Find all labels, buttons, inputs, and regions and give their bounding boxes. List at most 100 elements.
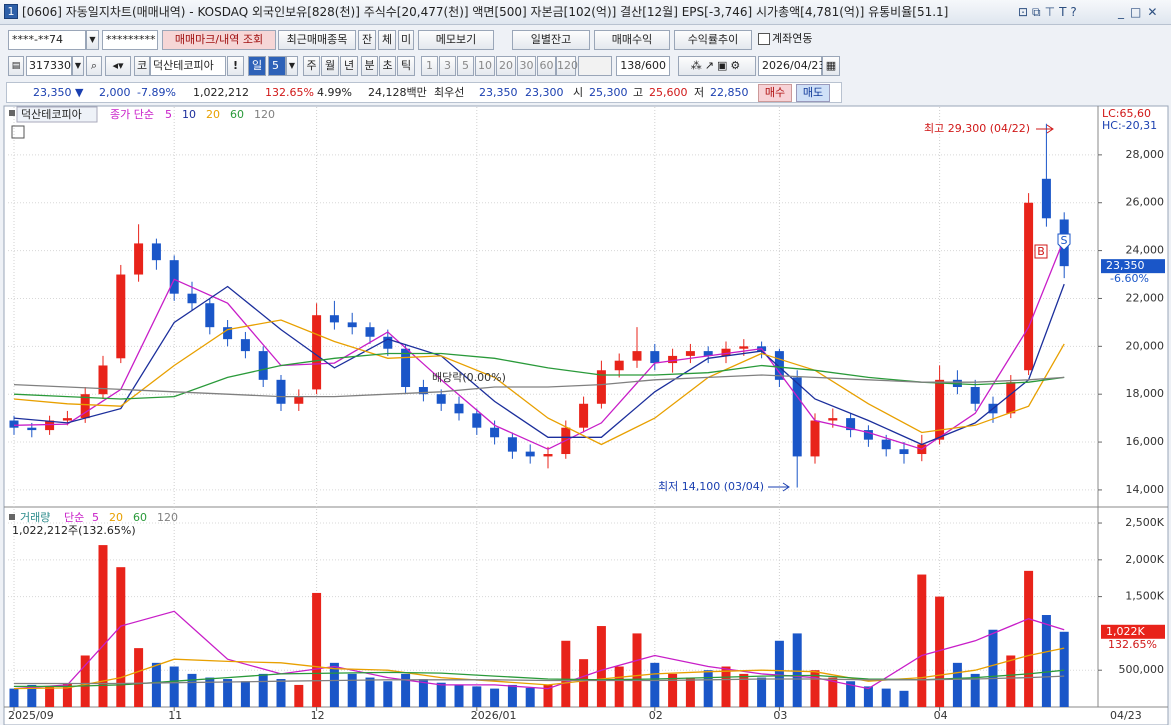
candle-body: [258, 351, 268, 380]
x-tick-label: 11: [168, 709, 182, 722]
period-button[interactable]: 초: [379, 56, 396, 76]
speaker-button[interactable]: ◂▾: [105, 56, 131, 76]
interval-button[interactable]: 3: [439, 56, 456, 76]
volume-bar: [418, 679, 428, 707]
candle-body: [1041, 178, 1051, 219]
legend-item: 20: [109, 511, 123, 524]
volume-bar: [401, 673, 411, 707]
candle-body: [80, 394, 90, 419]
interval-button[interactable]: 60: [537, 56, 556, 76]
button[interactable]: 미: [398, 30, 414, 50]
button[interactable]: 일별잔고: [512, 30, 590, 50]
moving-average-line: [13, 283, 1065, 446]
volume-bar: [668, 673, 678, 707]
candle-body: [792, 377, 802, 457]
dropdown[interactable]: ▼: [286, 56, 298, 76]
lc-label: LC:65,60: [1102, 107, 1151, 120]
candle-body: [774, 351, 784, 380]
volume-bar: [9, 688, 19, 707]
volume-bar: [739, 673, 749, 707]
moving-average-line: [13, 610, 1065, 690]
button[interactable]: 잔: [358, 30, 376, 50]
period-button[interactable]: 년: [340, 56, 358, 76]
volume-bar: [98, 545, 108, 707]
volume-bar: [329, 662, 339, 707]
button[interactable]: 매매마크/내역 조회: [162, 30, 276, 50]
button[interactable]: 체: [378, 30, 396, 50]
candle-body: [863, 430, 873, 440]
moving-average-line: [14, 675, 1065, 685]
market[interactable]: 코: [134, 56, 150, 76]
volume-bar: [62, 683, 72, 707]
volume-bar: [970, 673, 980, 707]
candle-body: [579, 403, 589, 428]
candle-body: [614, 360, 624, 371]
empty-combo[interactable]: [578, 56, 612, 76]
quote-ask: 23,350: [479, 86, 518, 99]
legend-item: 10: [182, 108, 196, 121]
interval-button[interactable]: 30: [517, 56, 536, 76]
interval-button[interactable]: 1: [421, 56, 438, 76]
stock-name[interactable]: 덕산테코피아: [150, 56, 226, 76]
candle-body: [116, 274, 126, 359]
legend-item: 120: [254, 108, 275, 121]
code-input[interactable]: 317330: [26, 56, 72, 76]
window-controls[interactable]: _□✕: [1118, 5, 1164, 19]
candle-body: [62, 418, 72, 421]
volume-bar: [846, 681, 856, 707]
volume-bar: [881, 688, 891, 707]
sell-button[interactable]: 매도: [796, 84, 830, 102]
period-button[interactable]: 분: [361, 56, 378, 76]
last-volume-label: 1,022K: [1106, 625, 1145, 638]
dropdown[interactable]: ▼: [86, 30, 99, 50]
volume-bar: [223, 679, 233, 707]
interval-button[interactable]: 20: [496, 56, 516, 76]
date-input[interactable]: 2026/04/23: [758, 56, 825, 76]
count-input[interactable]: 138/600: [616, 56, 670, 76]
interval-button[interactable]: 10: [475, 56, 495, 76]
y-tick-label: 20,000: [1126, 339, 1165, 352]
candle-body: [507, 437, 517, 452]
candle-body: [828, 418, 838, 421]
button[interactable]: 수익률추이: [674, 30, 752, 50]
search-button[interactable]: ⌕: [86, 56, 102, 76]
period-button[interactable]: 월: [321, 56, 339, 76]
candle-body: [703, 351, 713, 356]
interval-button[interactable]: 5: [457, 56, 474, 76]
button[interactable]: 메모보기: [418, 30, 494, 50]
last-rate-label: -6.60%: [1110, 272, 1149, 285]
period-input[interactable]: 5: [268, 56, 286, 76]
volume-bar: [151, 662, 161, 707]
legend-item: 5: [165, 108, 172, 121]
button[interactable]: 매매수익: [594, 30, 670, 50]
icon[interactable]: ▤: [8, 56, 24, 76]
last-price-box: [1101, 259, 1165, 274]
legend-item: 60: [133, 511, 147, 524]
tool-icons[interactable]: ⁂↗▣⚙: [678, 56, 756, 76]
volume-bar: [45, 686, 55, 707]
dropdown[interactable]: ▼: [72, 56, 84, 76]
checkbox[interactable]: [758, 33, 770, 45]
volume-bar: [721, 666, 731, 707]
legend-item: 60: [230, 108, 244, 121]
period-button[interactable]: 일: [248, 56, 266, 76]
window-number: 1: [4, 4, 18, 19]
period-button[interactable]: 틱: [397, 56, 415, 76]
account-input[interactable]: ****-**74: [8, 30, 86, 50]
volume-bar: [1006, 655, 1016, 707]
last-volume-box: [1101, 624, 1165, 639]
interval-button[interactable]: 120: [556, 56, 578, 76]
window-tools[interactable]: ⊡⧉⊤T?: [1018, 5, 1081, 19]
button[interactable]: 최근매매종목: [278, 30, 356, 50]
moving-average-line: [13, 238, 1065, 450]
calendar-button[interactable]: ▦: [822, 56, 840, 76]
period-button[interactable]: 주: [303, 56, 320, 76]
checkbox-label: 계좌연동: [772, 32, 813, 45]
alert-button[interactable]: !: [227, 56, 244, 76]
candle-body: [240, 339, 250, 352]
candle-body: [347, 322, 357, 328]
trade-marker: B: [1037, 245, 1045, 258]
password-input[interactable]: *********: [102, 30, 158, 50]
buy-button[interactable]: 매수: [758, 84, 792, 102]
